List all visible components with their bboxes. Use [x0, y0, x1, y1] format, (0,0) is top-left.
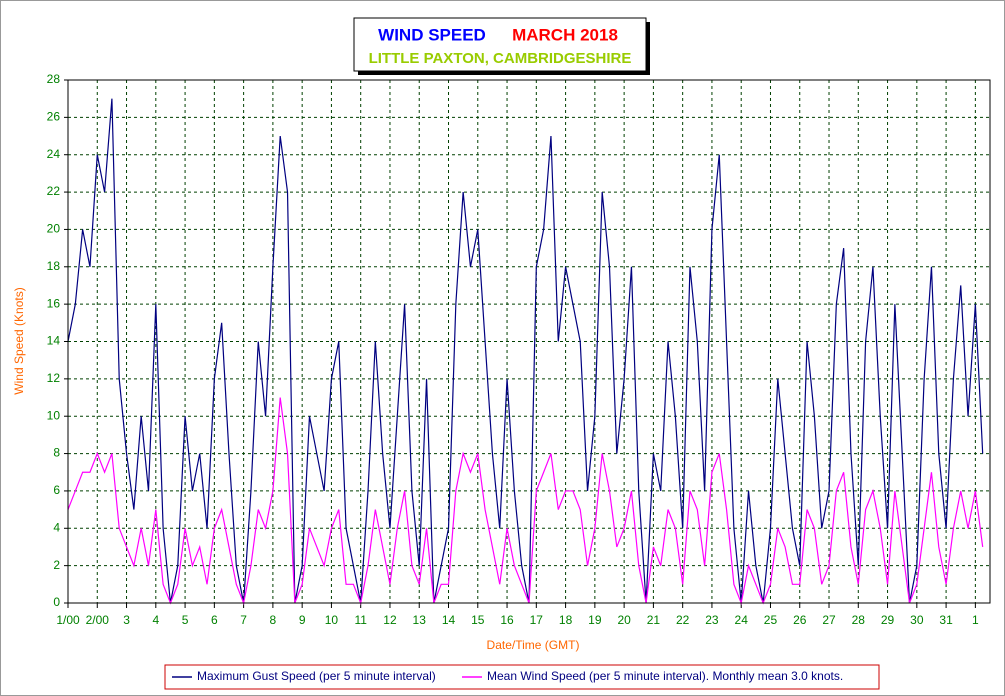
y-tick-label: 20 — [47, 222, 61, 236]
legend-label: Mean Wind Speed (per 5 minute interval).… — [487, 669, 843, 683]
y-tick-label: 8 — [53, 446, 60, 460]
x-tick-label: 21 — [647, 613, 661, 627]
series-line — [67, 98, 984, 604]
x-tick-label: 31 — [939, 613, 953, 627]
x-tick-label: 23 — [705, 613, 719, 627]
x-tick-label: 11 — [354, 613, 367, 627]
y-tick-label: 14 — [47, 334, 61, 348]
x-tick-label: 9 — [299, 613, 306, 627]
y-tick-label: 22 — [47, 184, 61, 198]
x-tick-label: 12 — [383, 613, 397, 627]
y-tick-label: 10 — [47, 408, 61, 422]
x-tick-label: 27 — [822, 613, 836, 627]
x-tick-label: 13 — [413, 613, 427, 627]
y-tick-label: 18 — [47, 259, 61, 273]
x-tick-label: 30 — [910, 613, 924, 627]
x-tick-label: 15 — [471, 613, 485, 627]
x-tick-label: 3 — [123, 613, 130, 627]
x-tick-label: 6 — [211, 613, 218, 627]
x-tick-label: 26 — [793, 613, 807, 627]
y-tick-label: 6 — [53, 483, 60, 497]
x-tick-label: 20 — [617, 613, 631, 627]
chart-title: WIND SPEED — [378, 25, 486, 44]
x-tick-label: 1/00 — [56, 613, 80, 627]
x-tick-label: 1 — [972, 613, 979, 627]
series-line — [67, 397, 984, 606]
chart-title-date: MARCH 2018 — [512, 25, 618, 44]
y-tick-label: 28 — [47, 72, 61, 86]
x-tick-label: 25 — [764, 613, 778, 627]
y-tick-label: 16 — [47, 296, 61, 310]
y-tick-label: 24 — [47, 147, 61, 161]
x-tick-label: 7 — [240, 613, 247, 627]
x-axis-label: Date/Time (GMT) — [487, 638, 580, 652]
x-tick-label: 14 — [442, 613, 456, 627]
chart-subtitle: LITTLE PAXTON, CAMBRIDGESHIRE — [369, 50, 632, 67]
x-tick-label: 2/00 — [86, 613, 110, 627]
y-tick-label: 26 — [47, 110, 61, 124]
x-tick-label: 5 — [182, 613, 189, 627]
title-box — [353, 17, 647, 72]
x-tick-label: 19 — [588, 613, 602, 627]
x-tick-label: 10 — [325, 613, 339, 627]
y-axis-label: Wind Speed (Knots) — [12, 287, 26, 394]
x-tick-label: 18 — [559, 613, 573, 627]
x-tick-label: 8 — [270, 613, 277, 627]
x-tick-label: 4 — [152, 613, 159, 627]
x-tick-label: 22 — [676, 613, 690, 627]
y-tick-label: 4 — [53, 520, 60, 534]
x-tick-label: 29 — [881, 613, 895, 627]
y-tick-label: 0 — [53, 595, 60, 609]
x-tick-label: 28 — [852, 613, 866, 627]
x-tick-label: 17 — [530, 613, 544, 627]
y-tick-label: 2 — [53, 558, 60, 572]
x-tick-label: 16 — [500, 613, 514, 627]
legend-label: Maximum Gust Speed (per 5 minute interva… — [197, 669, 436, 683]
x-tick-label: 24 — [735, 613, 749, 627]
y-tick-label: 12 — [47, 371, 61, 385]
legend-box — [164, 664, 880, 690]
plot-border — [67, 79, 991, 604]
